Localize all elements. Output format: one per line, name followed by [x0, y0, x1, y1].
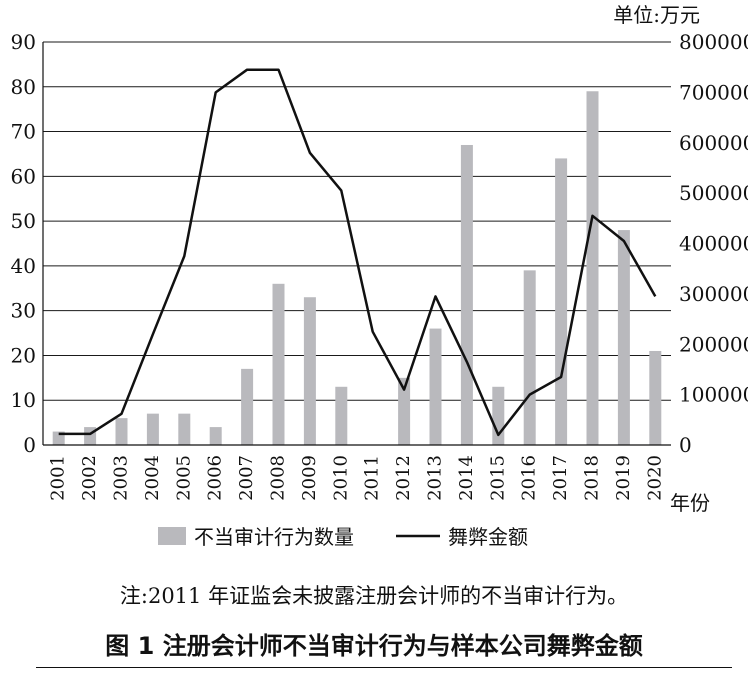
legend-bar-swatch	[158, 527, 186, 545]
left-tick-label: 30	[11, 299, 36, 323]
right-tick-label: 100000	[679, 383, 748, 407]
bar	[335, 386, 348, 445]
legend-bar-label: 不当审计行为数量	[194, 525, 354, 549]
left-tick-label: 0	[23, 433, 36, 457]
right-tick-label: 400000	[679, 232, 748, 256]
x-tick-labels: 2001 2002 2003 2004 2005 2006 2007 2008 2009 2010…	[48, 455, 666, 501]
x-tick-label: 2013	[425, 455, 446, 501]
bar	[429, 328, 442, 445]
left-tick-label: 90	[11, 30, 36, 54]
x-axis-label: 年份	[670, 491, 710, 515]
unit-label: 单位:万元	[613, 3, 700, 27]
x-tick-label: 2007	[236, 455, 257, 501]
legend-line-label: 舞弊金额	[448, 525, 528, 549]
x-tick-label: 2004	[142, 455, 163, 501]
x-tick-label: 2005	[173, 455, 194, 501]
bar	[241, 368, 254, 445]
left-tick-label: 70	[11, 120, 36, 144]
caption-divider	[36, 667, 732, 668]
gridlines	[43, 41, 671, 401]
x-tick-label: 2009	[299, 455, 320, 501]
right-tick-labels: 0 100000 200000 300000 400000 500000 600000 700…	[679, 30, 748, 457]
x-tick-label: 2011	[362, 455, 383, 501]
left-tick-label: 10	[11, 388, 36, 412]
line-series	[58, 68, 657, 437]
x-tick-label: 2006	[205, 455, 226, 501]
bar	[209, 427, 222, 445]
right-tick-label: 0	[679, 433, 692, 457]
left-tick-label: 60	[11, 164, 36, 188]
x-tick-label: 2002	[79, 455, 100, 501]
right-tick-label: 500000	[679, 181, 748, 205]
bar	[303, 297, 316, 445]
left-tick-label: 20	[11, 343, 36, 367]
right-tick-label: 600000	[679, 131, 748, 155]
left-tick-label: 50	[11, 209, 36, 233]
bar	[617, 230, 630, 445]
x-tick-label: 2008	[268, 455, 289, 501]
right-tick-label: 700000	[679, 80, 748, 104]
right-tick-label: 300000	[679, 282, 748, 306]
x-tick-label: 2020	[644, 455, 665, 501]
x-tick-label: 2019	[613, 455, 634, 501]
bar	[398, 377, 411, 445]
legend: 不当审计行为数量 舞弊金额	[158, 525, 528, 549]
x-tick-label: 2012	[393, 455, 414, 501]
figure-caption: 图 1 注册会计师不当审计行为与样本公司舞弊金额	[105, 632, 643, 660]
bar	[492, 386, 505, 445]
left-tick-labels: 0 10 20 30 40 50 60 70 80 90	[11, 30, 36, 457]
bar	[460, 144, 473, 445]
x-tick-label: 2010	[330, 455, 351, 501]
bar	[649, 350, 662, 445]
bar	[555, 158, 568, 445]
right-tick-label: 800000	[679, 30, 748, 54]
bar	[52, 431, 65, 445]
left-tick-label: 40	[11, 254, 36, 278]
left-tick-label: 80	[11, 75, 36, 99]
bar	[523, 270, 536, 445]
bar	[272, 283, 285, 445]
x-tick-label: 2018	[582, 455, 603, 501]
x-tick-label: 2014	[456, 455, 477, 501]
bar	[586, 91, 599, 445]
footnote: 注:2011 年证监会未披露注册会计师的不当审计行为。	[119, 584, 629, 608]
x-tick-label: 2003	[111, 455, 132, 501]
line-path	[58, 68, 657, 437]
bar	[115, 418, 128, 445]
x-tick-label: 2017	[550, 455, 571, 501]
bar	[146, 413, 159, 445]
bar	[178, 413, 191, 445]
x-tick-label: 2015	[487, 455, 508, 501]
x-tick-label: 2016	[519, 455, 540, 501]
x-tick-label: 2001	[48, 455, 69, 501]
right-tick-label: 200000	[679, 332, 748, 356]
axes	[42, 42, 671, 446]
bar-series	[52, 91, 662, 445]
